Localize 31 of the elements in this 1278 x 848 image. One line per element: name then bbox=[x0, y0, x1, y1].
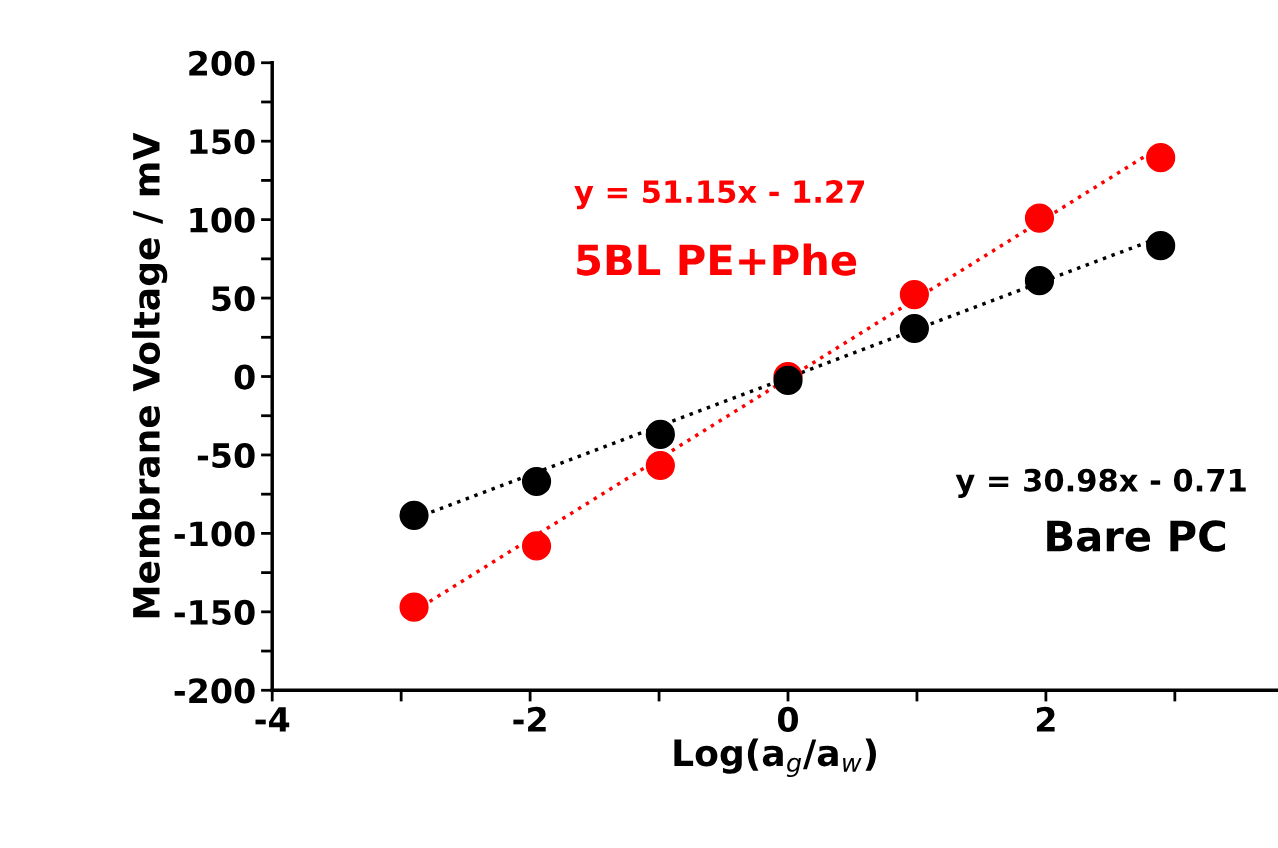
y-tick-label: -200 bbox=[174, 678, 255, 704]
point bbox=[1024, 266, 1055, 296]
point bbox=[899, 313, 929, 344]
annotation: y = 51.15x - 1.27 bbox=[574, 180, 865, 210]
point bbox=[1024, 203, 1055, 233]
point bbox=[521, 466, 552, 497]
y-tick-label: 100 bbox=[190, 207, 255, 233]
point bbox=[521, 531, 552, 561]
point bbox=[399, 592, 429, 622]
y-tick-label: 200 bbox=[189, 50, 255, 76]
y-tick-label: -100 bbox=[174, 521, 255, 547]
y-tick-label: 0 bbox=[234, 364, 255, 390]
point bbox=[645, 419, 675, 449]
x-tick-label: 0 bbox=[778, 706, 798, 733]
y-tick-label: 150 bbox=[190, 129, 255, 155]
annotation: y = 30.98x - 0.71 bbox=[955, 468, 1246, 498]
y-tick-label: -50 bbox=[197, 442, 255, 469]
point bbox=[645, 450, 675, 481]
x-tick-label: 2 bbox=[1036, 706, 1055, 732]
point bbox=[899, 280, 929, 310]
y-tick-label: 50 bbox=[212, 286, 255, 312]
y-tick-label: -150 bbox=[174, 599, 255, 625]
point bbox=[399, 500, 429, 530]
x-axis-title: Log(a$_{g}$/a$_{w}$) bbox=[674, 738, 876, 778]
series-label: 5BL PE+Phe bbox=[577, 243, 857, 276]
point bbox=[1146, 231, 1176, 261]
x-tick-label: -2 bbox=[513, 706, 546, 732]
text: Bare PC bbox=[1047, 520, 1226, 552]
point bbox=[1146, 143, 1176, 173]
y-axis-title: Membrane Voltage / mV bbox=[132, 132, 168, 618]
x-tick-label: -4 bbox=[255, 707, 290, 732]
